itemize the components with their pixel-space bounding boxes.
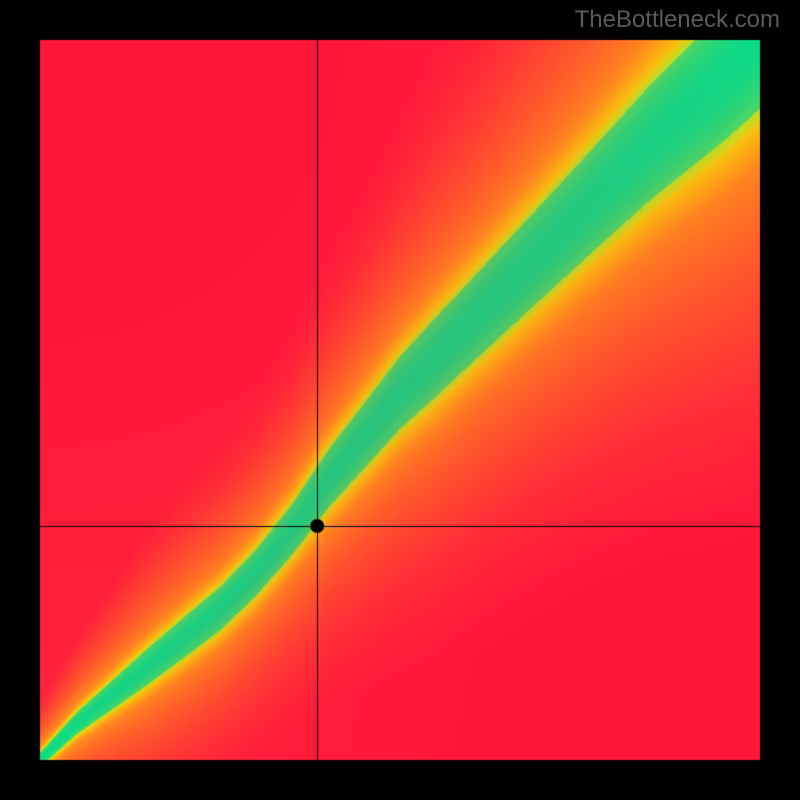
bottleneck-heatmap-canvas (0, 0, 800, 800)
chart-container: TheBottleneck.com (0, 0, 800, 800)
watermark-text: TheBottleneck.com (575, 6, 780, 34)
